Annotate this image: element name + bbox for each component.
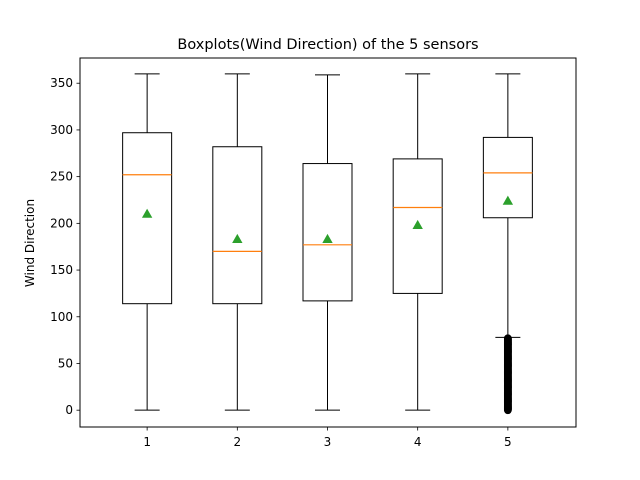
x-tick-label: 2 (233, 435, 241, 449)
box-iqr (122, 132, 173, 305)
y-tick-label: 200 (50, 216, 73, 230)
x-tick-label: 3 (324, 435, 332, 449)
plot-area: 0 50 100 150 200 250 300 350 1 2 3 4 5 (50, 57, 577, 449)
box-iqr (482, 136, 533, 219)
y-tick-label: 0 (65, 403, 73, 417)
box-iqr (212, 146, 263, 305)
chart-title: Boxplots(Wind Direction) of the 5 sensor… (177, 37, 478, 53)
axes-frame (79, 57, 577, 428)
box-iqr (392, 158, 443, 294)
box-iqr (302, 163, 353, 302)
y-tick-label: 350 (50, 76, 73, 90)
mean-marker (141, 208, 153, 218)
x-tick-label: 1 (143, 435, 151, 449)
y-tick-label: 100 (50, 310, 73, 324)
x-tick-label: 5 (504, 435, 512, 449)
y-tick-label: 150 (50, 263, 73, 277)
y-axis-label: Wind Direction (23, 199, 37, 287)
mean-marker (412, 219, 423, 229)
mean-marker (322, 233, 333, 244)
y-tick-label: 300 (50, 123, 73, 137)
y-tick-label: 50 (58, 356, 73, 370)
x-tick-label: 4 (414, 435, 422, 449)
mean-marker (502, 195, 514, 205)
y-tick-label: 250 (50, 170, 73, 184)
mean-marker (232, 233, 243, 244)
